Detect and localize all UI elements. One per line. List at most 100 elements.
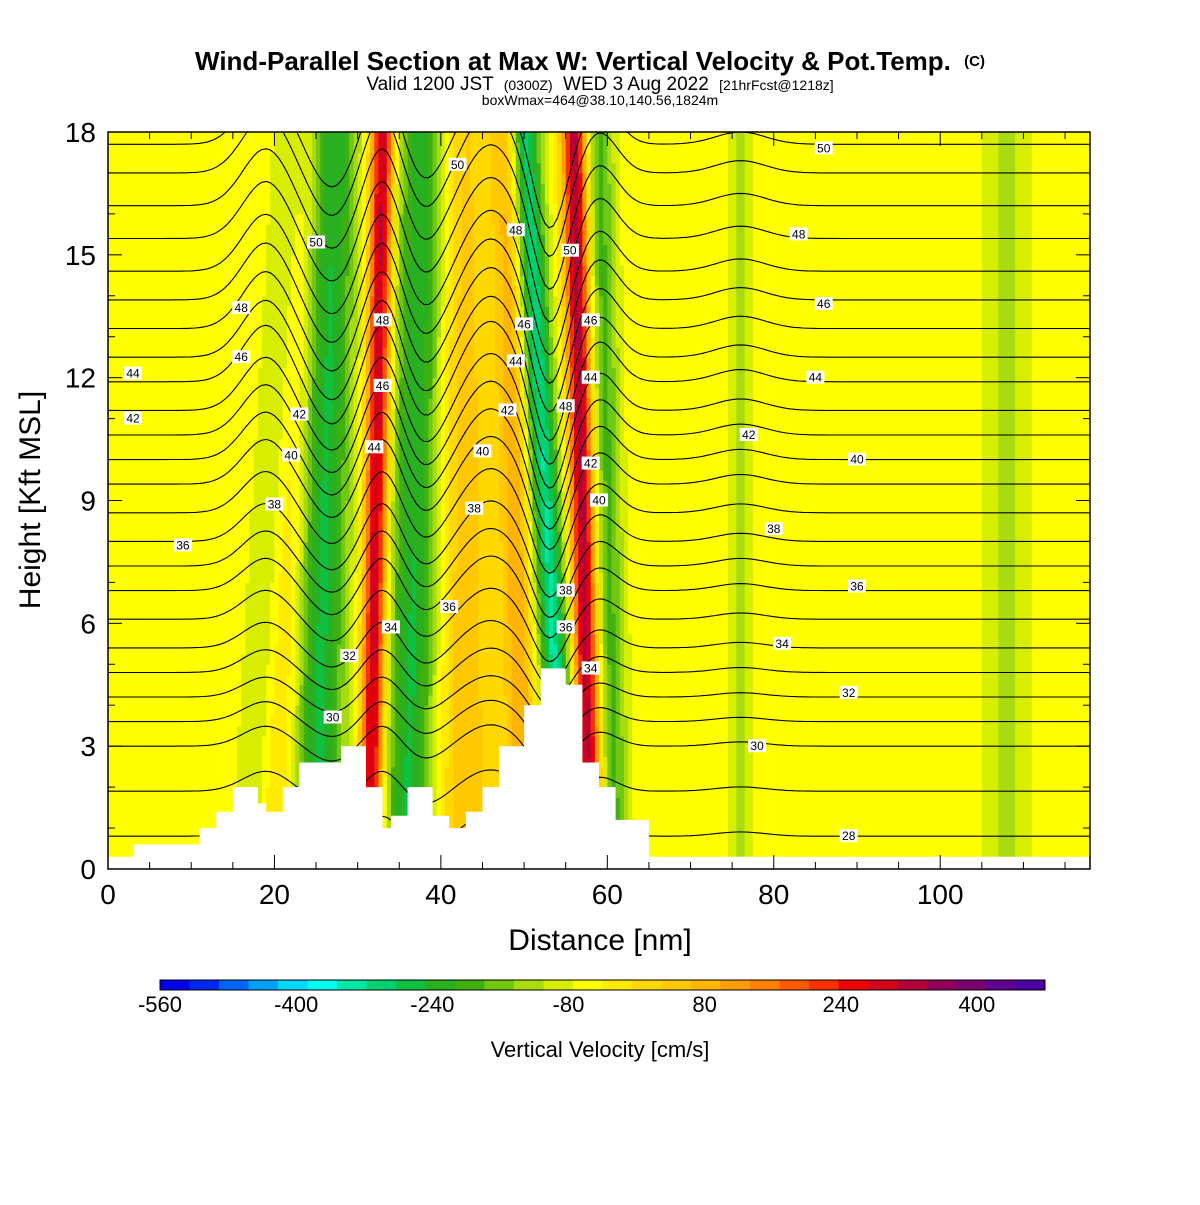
velocity-cell xyxy=(936,684,941,696)
velocity-cell xyxy=(832,787,837,798)
velocity-cell xyxy=(590,725,596,737)
velocity-cell xyxy=(952,664,958,676)
velocity-cell xyxy=(1085,694,1090,706)
velocity-cell xyxy=(519,705,525,717)
velocity-cell xyxy=(665,664,671,676)
velocity-cell xyxy=(1056,694,1062,706)
velocity-cell xyxy=(132,817,138,829)
velocity-cell xyxy=(137,715,142,727)
velocity-cell xyxy=(324,674,330,686)
velocity-cell xyxy=(769,746,775,758)
velocity-cell xyxy=(786,746,792,758)
velocity-cell xyxy=(390,674,396,686)
velocity-cell xyxy=(644,664,650,676)
velocity-cell xyxy=(961,654,966,665)
velocity-cell xyxy=(453,766,459,778)
velocity-cell xyxy=(653,766,658,778)
velocity-cell xyxy=(507,674,513,686)
velocity-cell xyxy=(665,746,671,758)
velocity-cell xyxy=(378,735,384,747)
velocity-cell xyxy=(124,817,130,829)
velocity-cell xyxy=(203,766,209,778)
velocity-cell xyxy=(403,654,409,665)
velocity-cell xyxy=(1069,828,1074,839)
velocity-cell xyxy=(852,766,858,778)
velocity-cell xyxy=(162,674,167,686)
velocity-cell xyxy=(120,684,126,696)
velocity-cell xyxy=(457,787,463,798)
velocity-cell xyxy=(761,674,767,686)
velocity-cell xyxy=(715,705,721,717)
velocity-cell xyxy=(973,828,979,839)
velocity-cell xyxy=(528,664,534,676)
velocity-cell xyxy=(386,807,392,819)
velocity-cell xyxy=(790,654,796,665)
velocity-cell xyxy=(794,848,800,860)
velocity-cell xyxy=(137,787,142,798)
velocity-cell xyxy=(241,735,246,747)
velocity-cell xyxy=(187,705,192,717)
velocity-cell xyxy=(374,654,380,665)
velocity-cell xyxy=(811,807,816,819)
velocity-cell xyxy=(195,694,201,706)
velocity-cell xyxy=(894,807,900,819)
velocity-cell xyxy=(295,674,301,686)
velocity-cell xyxy=(636,684,642,696)
velocity-cell xyxy=(761,654,767,665)
velocity-cell xyxy=(120,674,126,686)
velocity-cell xyxy=(586,725,592,737)
velocity-cell xyxy=(1006,828,1012,839)
velocity-cell xyxy=(694,807,700,819)
velocity-cell xyxy=(648,797,654,809)
velocity-cell xyxy=(761,684,767,696)
velocity-cell xyxy=(823,705,829,717)
velocity-cell xyxy=(948,705,954,717)
velocity-cell xyxy=(212,684,217,696)
velocity-cell xyxy=(440,787,446,798)
velocity-cell xyxy=(586,756,592,768)
velocity-cell xyxy=(403,735,409,747)
velocity-cell xyxy=(898,664,904,676)
velocity-cell xyxy=(802,705,808,717)
velocity-cell xyxy=(811,705,816,717)
velocity-cell xyxy=(844,797,850,809)
velocity-cell xyxy=(494,776,500,788)
velocity-cell xyxy=(386,735,392,747)
velocity-cell xyxy=(794,807,800,819)
velocity-cell xyxy=(990,766,995,778)
velocity-cell xyxy=(1035,715,1041,727)
velocity-cell xyxy=(1073,705,1079,717)
velocity-cell xyxy=(952,797,958,809)
velocity-cell xyxy=(174,694,180,706)
velocity-cell xyxy=(861,654,866,665)
velocity-cell xyxy=(852,797,858,809)
velocity-cell xyxy=(628,705,633,717)
velocity-cell xyxy=(457,807,463,819)
velocity-cell xyxy=(940,766,945,778)
velocity-cell xyxy=(752,725,758,737)
velocity-cell xyxy=(361,705,367,717)
velocity-cell xyxy=(449,797,454,809)
velocity-cell xyxy=(178,694,184,706)
velocity-cell xyxy=(956,746,962,758)
velocity-cell xyxy=(940,807,945,819)
velocity-cell xyxy=(474,746,479,758)
velocity-cell xyxy=(985,807,991,819)
velocity-cell xyxy=(216,776,221,788)
velocity-cell xyxy=(361,674,367,686)
velocity-cell xyxy=(952,746,958,758)
velocity-cell xyxy=(203,735,209,747)
velocity-cell xyxy=(748,807,754,819)
velocity-cell xyxy=(415,756,421,768)
velocity-cell xyxy=(153,787,159,798)
velocity-cell xyxy=(1056,725,1062,737)
velocity-cell xyxy=(727,694,733,706)
velocity-cell xyxy=(619,807,625,819)
velocity-cell xyxy=(199,807,205,819)
velocity-cell xyxy=(807,807,812,819)
velocity-cell xyxy=(399,715,405,727)
velocity-cell xyxy=(644,735,650,747)
velocity-cell xyxy=(919,735,925,747)
velocity-cell xyxy=(474,756,479,768)
velocity-cell xyxy=(1040,807,1045,819)
